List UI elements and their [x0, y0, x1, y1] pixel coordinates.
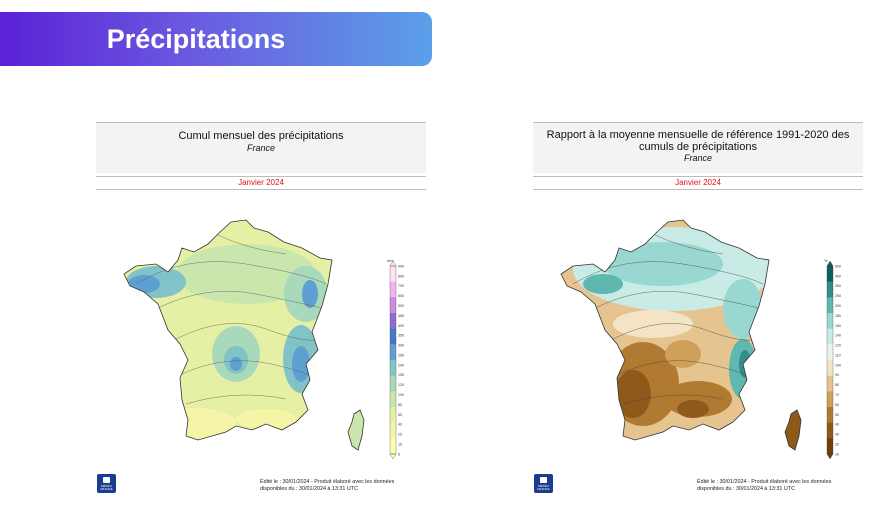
legend-tick-label: 300 [398, 344, 404, 348]
legend-tick-label: 180 [835, 314, 841, 318]
legend-swatch [827, 344, 833, 361]
legend-unit: % [824, 258, 828, 263]
page-title: Précipitations [106, 23, 286, 54]
legend-swatch [390, 266, 396, 282]
legend-tick-label: 50 [835, 413, 839, 417]
panel-title-box: Rapport à la moyenne mensuelle de référe… [533, 122, 863, 173]
legend-tick-label: 25 [398, 433, 402, 437]
legend-swatch [827, 422, 833, 439]
legend-swatch [390, 360, 396, 376]
legend-swatch [390, 375, 396, 392]
panel-title: Cumul mensuel des précipitations [178, 130, 344, 142]
panel-title: Rapport à la moyenne mensuelle de référe… [546, 129, 850, 153]
legend-swatch [390, 297, 396, 314]
legend-tick-label: 700 [398, 284, 404, 288]
legend-tick-label: 250 [398, 353, 404, 357]
legend-tick-label: 400 [835, 274, 841, 278]
map-legend: % 500 400 300 250 200 180 160 140 120 110 100 90 80 70… [824, 258, 841, 460]
legend-tick-label: 400 [398, 324, 404, 328]
meteo-france-logo: MÉTÉO FRANCE [534, 474, 553, 493]
legend-frame [389, 265, 397, 455]
france-precipitation-map [123, 219, 365, 451]
legend-tick-label: 20 [835, 443, 839, 447]
panel-footer: Édité le : 30/01/2024 - Produit élaboré … [697, 479, 832, 492]
panel-date: Janvier 2024 [96, 176, 426, 190]
legend-tick-label: 5 [398, 452, 400, 456]
legend-tick-label: 15 [398, 443, 402, 447]
legend-arrow-up [826, 260, 834, 267]
legend-swatch [390, 281, 396, 298]
precipitation-ratio-panel: Rapport à la moyenne mensuelle de référe… [533, 122, 863, 500]
legend-tick-label: 120 [835, 344, 841, 348]
legend-swatch [390, 391, 396, 408]
map-legend: mm 900 800 700 600 500 450 400 350 300 250 200 150 12… [387, 258, 404, 460]
legend-tick-label: 800 [398, 274, 404, 278]
legend-swatch [827, 297, 833, 314]
section-banner: Précipitations [0, 12, 432, 66]
legend-tick-label: 80 [398, 403, 402, 407]
legend-swatch [827, 375, 833, 392]
legend-tick-label: 300 [835, 284, 841, 288]
legend-tick-label: 900 [398, 264, 404, 268]
legend-frame [826, 265, 834, 455]
legend-tick-label: 150 [398, 373, 404, 377]
legend-swatch [390, 328, 396, 345]
legend-tick-label: 80 [835, 383, 839, 387]
legend-tick-label: 500 [398, 304, 404, 308]
panel-title-box: Cumul mensuel des précipitations France [96, 122, 426, 173]
legend-swatch [827, 281, 833, 298]
panel-date: Janvier 2024 [533, 176, 863, 190]
panel-subtitle: France [683, 153, 712, 163]
legend-swatch [827, 313, 833, 329]
legend-tick-label: 160 [835, 324, 841, 328]
legend-arrow-down [826, 453, 834, 460]
legend-tick-label: 140 [835, 334, 841, 338]
legend-tick-label: 350 [398, 334, 404, 338]
legend-swatch [390, 313, 396, 329]
legend-tick-label: 90 [835, 373, 839, 377]
legend-tick-label: 600 [398, 294, 404, 298]
legend-arrow-down [389, 453, 397, 460]
legend-swatch [390, 422, 396, 439]
legend-tick-label: 100 [835, 363, 841, 367]
legend-swatch [827, 391, 833, 408]
legend-tick-label: 70 [835, 393, 839, 397]
panel-footer: Édité le : 30/01/2024 - Produit élaboré … [260, 479, 395, 492]
legend-swatch [827, 438, 833, 455]
legend-tick-label: 30 [835, 433, 839, 437]
france-ratio-map [560, 219, 802, 451]
legend-swatch [827, 328, 833, 345]
legend-tick-label: 60 [398, 413, 402, 417]
legend-swatch [827, 360, 833, 376]
panel-subtitle: France [246, 143, 275, 153]
legend-swatch [390, 407, 396, 423]
legend-tick-label: 120 [398, 383, 404, 387]
legend-tick-label: 60 [835, 403, 839, 407]
legend-swatch [390, 438, 396, 455]
legend-tick-label: 100 [398, 393, 404, 397]
legend-tick-label: 40 [398, 423, 402, 427]
legend-swatch [827, 407, 833, 423]
legend-tick-label: 40 [835, 423, 839, 427]
legend-tick-label: 200 [398, 363, 404, 367]
precipitation-total-panel: Cumul mensuel des précipitations France … [96, 122, 426, 500]
legend-tick-label: 500 [835, 264, 841, 268]
legend-tick-label: 110 [835, 353, 841, 357]
meteo-france-logo: MÉTÉO FRANCE [97, 474, 116, 493]
legend-swatch [827, 266, 833, 282]
legend-tick-label: 10 [835, 452, 839, 456]
legend-tick-label: 450 [398, 314, 404, 318]
legend-unit: mm [387, 258, 394, 263]
legend-swatch [390, 344, 396, 361]
legend-tick-label: 250 [835, 294, 841, 298]
legend-tick-label: 200 [835, 304, 841, 308]
